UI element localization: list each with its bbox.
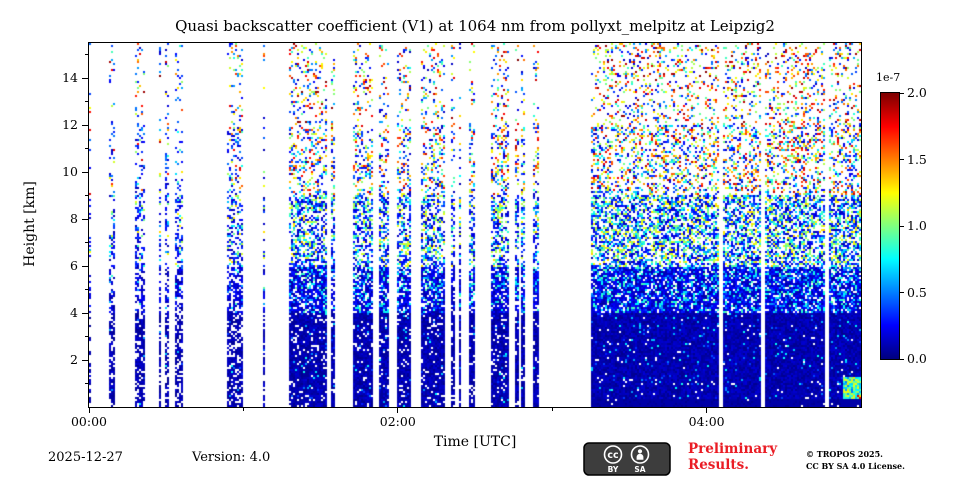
- y-minor-tick-mark: [85, 101, 88, 103]
- x-minor-tick-mark: [242, 408, 244, 411]
- y-minor-tick-mark: [85, 336, 88, 338]
- copyright-line-1: © TROPOS 2025.: [806, 449, 883, 459]
- preliminary-note: Preliminary Results.: [688, 441, 777, 473]
- x-tick-label: 00:00: [70, 414, 108, 429]
- y-tick-mark: [82, 359, 88, 361]
- heatmap-canvas: [89, 43, 861, 407]
- version-label: Version: 4.0: [192, 450, 271, 465]
- plot-area: [88, 42, 862, 408]
- y-minor-tick-mark: [85, 148, 88, 150]
- cc-license-badge: cc BY SA: [583, 442, 671, 476]
- x-tick-mark: [706, 408, 708, 413]
- preliminary-line-1: Preliminary: [688, 441, 778, 457]
- colorbar-tick-label: 0.5: [907, 284, 927, 300]
- colorbar-tick-label: 0.0: [907, 351, 927, 366]
- y-tick-label: 14: [62, 70, 78, 86]
- y-tick-mark: [82, 77, 88, 79]
- y-tick-mark: [82, 124, 88, 126]
- y-minor-tick-mark: [85, 383, 88, 385]
- y-tick-mark: [82, 218, 88, 220]
- y-minor-tick-mark: [85, 242, 88, 244]
- y-tick-label: 4: [70, 305, 78, 321]
- y-axis-label: Height [km]: [22, 181, 38, 267]
- date-label: 2025-12-27: [48, 450, 123, 465]
- colorbar-exponent-label: 1e-7: [876, 71, 901, 84]
- y-tick-mark: [82, 312, 88, 314]
- colorbar: [880, 92, 900, 360]
- y-tick-label: 12: [62, 117, 78, 133]
- chart-title: Quasi backscatter coefficient (V1) at 10…: [175, 17, 775, 35]
- x-axis-label: Time [UTC]: [433, 434, 517, 450]
- colorbar-tick-label: 1.0: [907, 218, 927, 233]
- x-tick-label: 04:00: [688, 414, 725, 429]
- copyright-line-2: CC BY SA 4.0 License.: [806, 460, 905, 471]
- x-tick-label: 02:00: [379, 414, 416, 429]
- x-minor-tick-mark: [551, 408, 553, 411]
- y-tick-label: 10: [62, 164, 78, 180]
- preliminary-line-2: Results.: [688, 457, 749, 474]
- colorbar-tick-label: 2.0: [907, 85, 927, 100]
- colorbar-tick-mark: [900, 92, 904, 94]
- x-tick-mark: [88, 408, 90, 413]
- y-tick-label: 6: [70, 258, 78, 274]
- y-tick-mark: [82, 265, 88, 267]
- copyright-note: © TROPOS 2025. CC BY SA 4.0 License.: [806, 449, 905, 472]
- y-minor-tick-mark: [85, 289, 88, 291]
- colorbar-tick-mark: [900, 225, 904, 227]
- by-label: BY: [608, 465, 619, 474]
- by-person-icon: [630, 445, 650, 464]
- colorbar-tick-mark: [900, 159, 904, 160]
- sa-label: SA: [634, 465, 645, 474]
- y-minor-tick-mark: [85, 195, 88, 197]
- colorbar-tick-label: 1.5: [907, 151, 927, 167]
- y-tick-label: 2: [70, 352, 78, 368]
- colorbar-tick-mark: [900, 358, 904, 360]
- by-person-body: [636, 453, 644, 460]
- colorbar-tick-mark: [900, 292, 904, 293]
- y-tick-mark: [82, 171, 88, 173]
- cc-icon: [603, 445, 623, 464]
- by-person-head: [637, 449, 643, 454]
- cc-badge-background: [583, 442, 671, 476]
- y-tick-label: 8: [70, 211, 78, 227]
- y-minor-tick-mark: [85, 54, 88, 56]
- cc-icon-text: cc: [607, 450, 618, 461]
- colorbar-canvas: [881, 93, 899, 359]
- x-tick-mark: [397, 408, 399, 413]
